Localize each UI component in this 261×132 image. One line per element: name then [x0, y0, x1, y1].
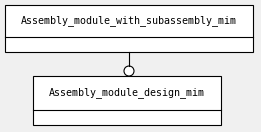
Bar [5, 5, 253, 52]
Text: Assembly_module_with_subassembly_mim: Assembly_module_with_subassembly_mim [21, 16, 237, 26]
Circle shape [124, 66, 134, 76]
Text: Assembly_module_design_mim: Assembly_module_design_mim [49, 88, 205, 98]
Bar [33, 76, 221, 125]
